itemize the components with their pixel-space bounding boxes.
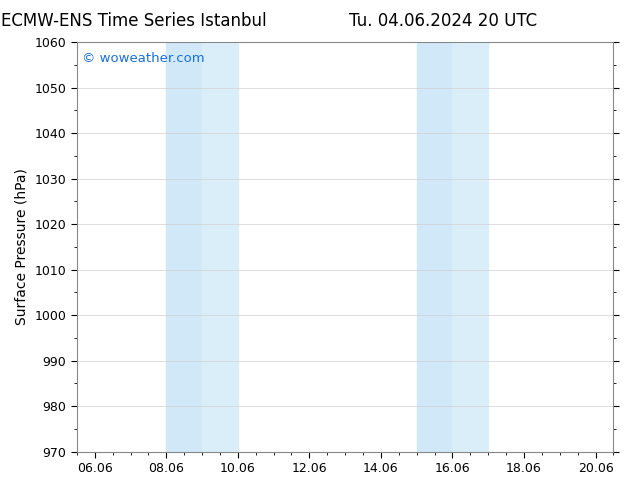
Bar: [417, 42, 453, 452]
Bar: [202, 42, 238, 452]
Text: Tu. 04.06.2024 20 UTC: Tu. 04.06.2024 20 UTC: [349, 12, 537, 30]
Text: © woweather.com: © woweather.com: [82, 52, 205, 65]
Y-axis label: Surface Pressure (hPa): Surface Pressure (hPa): [15, 169, 29, 325]
Bar: [453, 42, 488, 452]
Bar: [166, 42, 202, 452]
Text: ECMW-ENS Time Series Istanbul: ECMW-ENS Time Series Istanbul: [1, 12, 266, 30]
